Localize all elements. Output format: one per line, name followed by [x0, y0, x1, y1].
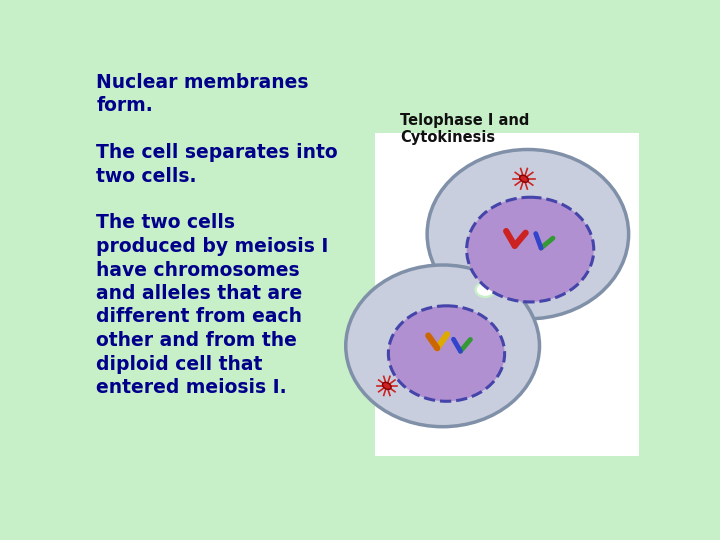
- Ellipse shape: [467, 197, 594, 302]
- Ellipse shape: [388, 306, 505, 401]
- Text: Telophase I and
Cytokinesis: Telophase I and Cytokinesis: [400, 112, 529, 145]
- Ellipse shape: [346, 265, 539, 427]
- FancyBboxPatch shape: [375, 132, 639, 456]
- Ellipse shape: [382, 382, 391, 389]
- Ellipse shape: [477, 284, 494, 296]
- Ellipse shape: [520, 176, 528, 183]
- Ellipse shape: [427, 150, 629, 319]
- Ellipse shape: [474, 281, 496, 298]
- Ellipse shape: [427, 150, 629, 319]
- Text: Nuclear membranes
form.

The cell separates into
two cells.

The two cells
produ: Nuclear membranes form. The cell separat…: [96, 72, 338, 397]
- Ellipse shape: [346, 265, 539, 427]
